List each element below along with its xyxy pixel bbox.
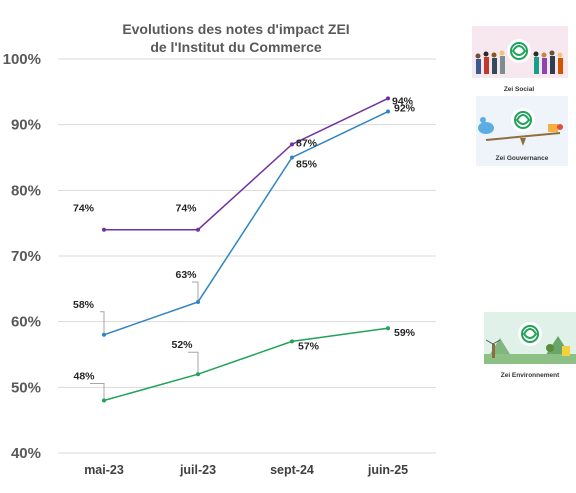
data-point <box>386 109 390 114</box>
data-point <box>196 299 200 304</box>
data-label: 74% <box>175 203 197 215</box>
data-point <box>102 227 106 232</box>
x-tick-label: mai-23 <box>84 463 124 477</box>
zei-environnement-badge: Zei Environnement <box>484 312 576 379</box>
x-tick-label: sept-24 <box>270 463 314 477</box>
data-label: 57% <box>298 340 320 352</box>
chart-title-line-1: Evolutions des notes d'impact ZEI <box>122 21 349 37</box>
zei-social-caption: Zei Social <box>504 86 535 93</box>
data-point <box>290 155 294 160</box>
y-tick-label: 50% <box>11 379 41 396</box>
data-point <box>290 142 294 147</box>
y-axis: 40% 50% 60% 70% 80% 90% 100% <box>3 51 41 462</box>
x-tick-label: juil-23 <box>179 463 216 477</box>
data-point <box>196 227 200 232</box>
zei-leaf-logo-icon <box>507 39 531 63</box>
series-line <box>103 110 389 336</box>
data-point <box>386 326 390 331</box>
data-label: 74% <box>73 203 95 215</box>
label-leader-line <box>188 351 199 375</box>
data-point <box>102 398 106 403</box>
zei-gouvernance-caption: Zei Gouvernance <box>496 155 549 162</box>
x-tick-label: juin-25 <box>367 463 408 477</box>
data-label: 58% <box>73 299 95 311</box>
data-label: 85% <box>296 159 318 171</box>
people-crowd-icon <box>475 50 563 74</box>
label-leader-line <box>90 382 105 401</box>
y-tick-label: 70% <box>11 248 41 265</box>
series-line <box>103 327 389 402</box>
data-label: 87% <box>296 137 318 149</box>
x-axis: mai-23 juil-23 sept-24 juin-25 <box>84 463 408 477</box>
chart-title-line-2: de l'Institut du Commerce <box>150 39 322 55</box>
data-label: 94% <box>392 95 414 107</box>
gridlines <box>58 58 436 454</box>
data-label: 63% <box>175 269 197 281</box>
zei-social-badge: Zei Social <box>472 26 568 93</box>
label-leader-lines <box>90 281 199 401</box>
balance-scale-icon <box>478 117 563 146</box>
data-point <box>386 96 390 101</box>
landscape-icon <box>484 336 576 364</box>
zei-gouvernance-badge: Zei Gouvernance <box>476 96 568 166</box>
data-label: 48% <box>73 370 95 382</box>
series-layer <box>102 96 390 403</box>
data-label: 59% <box>394 327 416 339</box>
series-line <box>104 97 389 231</box>
zei-leaf-logo-icon <box>511 108 535 132</box>
label-leader-line <box>100 311 105 335</box>
zei-environnement-caption: Zei Environnement <box>501 372 560 379</box>
data-labels: 74% 74% 87% 94% 58% 63% 85% 92% 48% 52% 57% 59% <box>73 95 416 382</box>
y-tick-label: 60% <box>11 314 41 331</box>
zei-leaf-logo-icon <box>518 322 542 346</box>
y-tick-label: 80% <box>11 182 41 199</box>
label-leader-line <box>192 281 199 302</box>
y-tick-label: 40% <box>11 445 41 462</box>
data-label: 52% <box>171 339 193 351</box>
data-point <box>102 332 106 337</box>
y-tick-label: 90% <box>11 117 41 134</box>
data-label: 92% <box>394 103 416 115</box>
y-tick-label: 100% <box>3 51 41 68</box>
data-point <box>196 372 200 377</box>
data-point <box>290 339 294 344</box>
